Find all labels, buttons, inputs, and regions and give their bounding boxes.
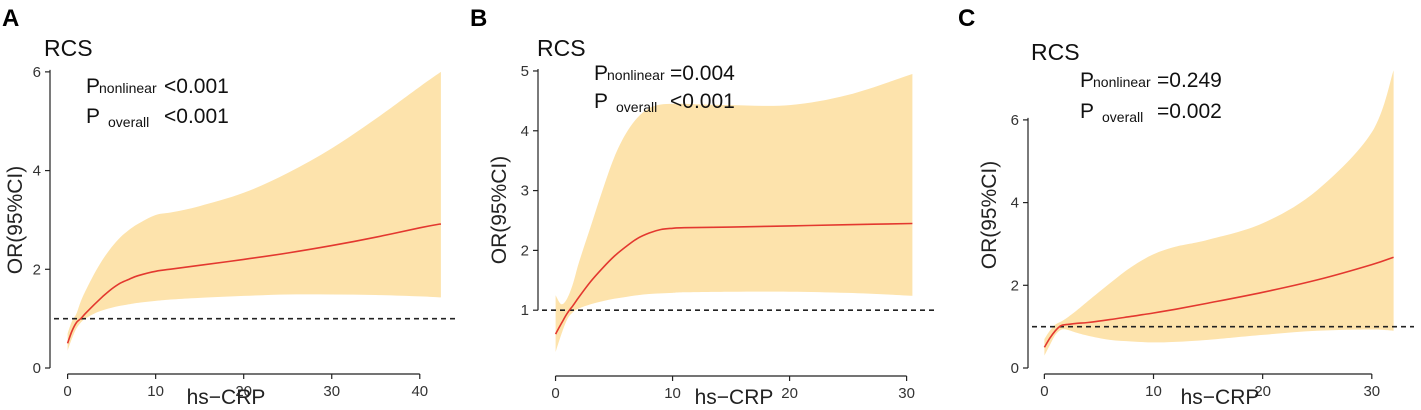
panel-a-p-nonlinear-sub: nonlinear	[99, 80, 157, 96]
panel-c-x-ticks: 0 10 20 30	[1040, 374, 1380, 400]
panel-c-or-curve	[1043, 256, 1394, 348]
panel-c-p-overall-symbol: P	[1080, 100, 1094, 123]
panel-b-p-nonlinear: P nonlinear =0.004	[594, 62, 735, 85]
panel-b-letter: B	[470, 5, 487, 32]
panel-c-letter: C	[958, 5, 975, 32]
panel-c-y-ticks: 0 2 4 6	[1011, 112, 1028, 377]
panel-c-x-tick-label: 10	[1145, 383, 1162, 400]
panel-c-x-tick-label: 0	[1040, 383, 1048, 400]
panel-a-ci-band	[67, 71, 441, 351]
panel-c: C RCS 0 2 4 6 0 10 20 30 hs−CRP OR(95%CI) P no…	[958, 5, 1414, 409]
panel-b-x-tick-label: 0	[551, 385, 559, 402]
panel-a: A RCS 0 2 4 6 0 10 20 30 40 hs−CRP OR(95%CI) P …	[2, 5, 459, 409]
panel-a-x-tick-label: 10	[147, 383, 164, 400]
panel-b-x-tick-label: 20	[781, 385, 798, 402]
panel-b-x-tick-label: 30	[898, 385, 915, 402]
panel-b-p-nonlinear-sub: nonlinear	[607, 67, 665, 83]
panel-c-p-nonlinear: P nonlinear =0.249	[1080, 69, 1222, 92]
panel-c-p-nonlinear-sub: nonlinear	[1093, 74, 1151, 90]
panel-b-title: RCS	[537, 35, 586, 61]
panel-b-p-nonlinear-value: =0.004	[670, 62, 735, 85]
panel-b-p-overall-sub: overall	[616, 99, 657, 115]
panel-a-title: RCS	[44, 35, 93, 61]
panel-c-p-nonlinear-symbol: P	[1080, 69, 1094, 92]
panel-a-p-nonlinear-symbol: P	[86, 75, 100, 98]
panel-a-x-tick-label: 30	[323, 383, 340, 400]
panel-b-y-tick-label: 2	[521, 242, 529, 259]
panel-a-y-tick-label: 0	[33, 360, 41, 377]
panel-c-x-label: hs−CRP	[1181, 386, 1260, 409]
panel-b-x-label: hs−CRP	[695, 386, 774, 409]
panel-c-y-tick-label: 0	[1011, 360, 1019, 377]
panel-a-or-curve	[66, 223, 442, 344]
panel-b: B RCS 1 2 3 4 5 0 10 20 30 hs−CRP OR(95%CI) P n…	[470, 5, 934, 409]
panel-c-y-label: OR(95%CI)	[978, 161, 1001, 270]
panel-a-x-ticks: 0 10 20 30 40	[63, 374, 428, 400]
panel-b-y-tick-label: 4	[521, 123, 529, 140]
panel-a-y-label: OR(95%CI)	[4, 166, 27, 275]
panel-a-x-label: hs−CRP	[187, 386, 266, 409]
panel-c-x-tick-label: 20	[1254, 383, 1271, 400]
panel-b-y-tick-label: 1	[521, 302, 529, 319]
panel-b-or-curve	[554, 222, 913, 335]
panel-a-x-tick-label: 20	[235, 383, 252, 400]
panel-b-p-nonlinear-symbol: P	[594, 62, 608, 85]
panel-c-ci-band	[1044, 70, 1394, 356]
panel-c-y-tick-label: 2	[1011, 277, 1019, 294]
panel-b-p-overall-value: <0.001	[670, 90, 735, 113]
panel-a-x-tick-label: 40	[411, 383, 428, 400]
panel-a-y-tick-label: 4	[33, 163, 41, 180]
panel-b-p-overall: P overall <0.001	[594, 90, 735, 115]
panel-c-p-overall-sub: overall	[1102, 109, 1143, 125]
panel-c-y-tick-label: 4	[1011, 195, 1019, 212]
panel-a-p-nonlinear: P nonlinear <0.001	[86, 75, 229, 98]
panel-b-y-ticks: 1 2 3 4 5	[521, 63, 538, 319]
panel-a-p-nonlinear-value: <0.001	[164, 75, 229, 98]
panel-a-y-tick-label: 6	[33, 64, 41, 81]
panel-c-p-nonlinear-value: =0.249	[1157, 69, 1222, 92]
panel-a-p-overall: P overall <0.001	[86, 105, 229, 130]
panel-a-letter: A	[2, 5, 19, 32]
panel-b-y-tick-label: 5	[521, 63, 529, 80]
panel-c-x-tick-label: 30	[1363, 383, 1380, 400]
panel-b-x-tick-label: 10	[664, 385, 681, 402]
panel-a-x-tick-label: 0	[63, 383, 71, 400]
panel-b-x-ticks: 0 10 20 30	[551, 376, 915, 402]
panel-b-y-tick-label: 3	[521, 183, 529, 200]
panel-b-ci-band	[555, 74, 913, 353]
panel-a-p-overall-symbol: P	[86, 105, 100, 128]
panel-c-p-overall-value: =0.002	[1157, 100, 1222, 123]
panel-c-y-tick-label: 6	[1011, 112, 1019, 129]
panel-a-y-tick-label: 2	[33, 261, 41, 278]
panel-b-p-overall-symbol: P	[594, 90, 608, 113]
panel-a-y-ticks: 0 2 4 6	[33, 64, 50, 377]
panel-c-p-overall: P overall =0.002	[1080, 100, 1222, 125]
panel-b-y-label: OR(95%CI)	[488, 156, 511, 265]
panel-a-p-overall-sub: overall	[108, 114, 149, 130]
panel-c-title: RCS	[1031, 39, 1080, 65]
panel-a-p-overall-value: <0.001	[164, 105, 229, 128]
